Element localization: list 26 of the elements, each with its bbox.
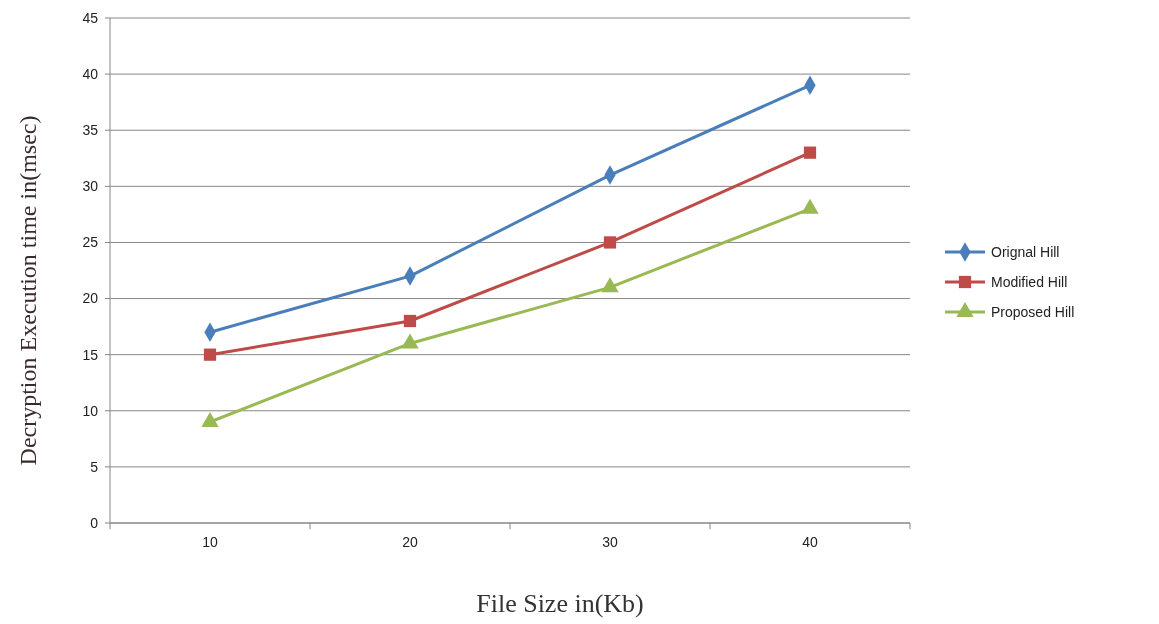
point bbox=[603, 236, 617, 249]
x-tick-label: 40 bbox=[802, 534, 818, 550]
point bbox=[803, 146, 817, 159]
legend-label: Orignal Hill bbox=[991, 243, 1060, 260]
x-tick-label: 30 bbox=[602, 534, 618, 550]
point bbox=[403, 314, 417, 328]
y-tick-label: 45 bbox=[82, 9, 99, 26]
y-tick-label: 20 bbox=[82, 290, 99, 307]
point bbox=[401, 333, 419, 349]
x-tick-label: 20 bbox=[402, 534, 418, 550]
y-tick-label: 25 bbox=[82, 234, 99, 251]
y-tick-label: 0 bbox=[90, 514, 99, 531]
y-tick-label: 35 bbox=[82, 122, 99, 139]
legend-label: Proposed Hill bbox=[991, 303, 1075, 320]
y-tick-label: 5 bbox=[90, 458, 99, 475]
y-axis-title: Decryption Execution time in(msec) bbox=[15, 115, 41, 466]
point bbox=[203, 348, 217, 361]
y-tick-label: 40 bbox=[82, 66, 99, 83]
y-tick-label: 10 bbox=[82, 402, 99, 419]
point bbox=[601, 277, 619, 293]
y-tick-label: 15 bbox=[82, 346, 99, 363]
legend-label: Modified Hill bbox=[991, 273, 1068, 290]
x-axis-title: File Size in(Kb) bbox=[476, 589, 644, 618]
point bbox=[201, 412, 219, 427]
x-tick-label: 10 bbox=[202, 534, 218, 550]
y-tick-label: 30 bbox=[82, 178, 99, 195]
